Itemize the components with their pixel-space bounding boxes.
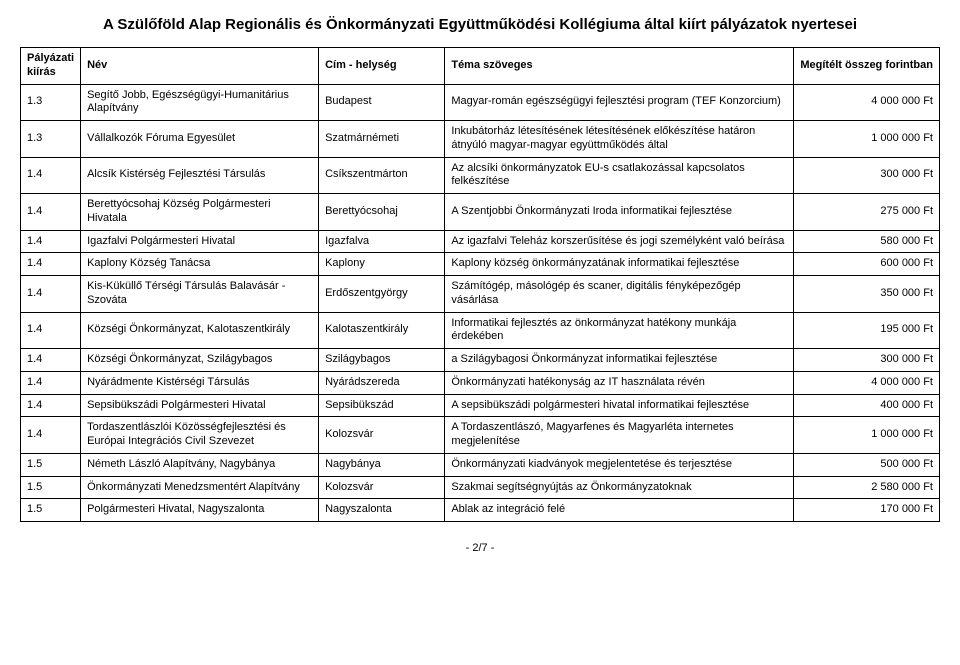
header-osszeg: Megítélt összeg forintban [794,48,940,85]
cell-kiiras: 1.4 [21,371,81,394]
cell-osszeg: 195 000 Ft [794,312,940,349]
cell-tema: Magyar-román egészségügyi fejlesztési pr… [445,84,794,121]
cell-cim: Csíkszentmárton [319,157,445,194]
table-row: 1.3Vállalkozók Fóruma EgyesületSzatmárné… [21,121,940,158]
cell-kiiras: 1.4 [21,394,81,417]
page-number: - 2/7 - [20,542,940,554]
cell-tema: A Szentjobbi Önkormányzati Iroda informa… [445,194,794,231]
cell-osszeg: 400 000 Ft [794,394,940,417]
cell-osszeg: 600 000 Ft [794,253,940,276]
cell-kiiras: 1.3 [21,121,81,158]
cell-kiiras: 1.5 [21,453,81,476]
cell-osszeg: 500 000 Ft [794,453,940,476]
table-row: 1.5Önkormányzati Menedzsmentért Alapítvá… [21,476,940,499]
cell-nev: Kaplony Község Tanácsa [81,253,319,276]
cell-osszeg: 4 000 000 Ft [794,84,940,121]
cell-nev: Vállalkozók Fóruma Egyesület [81,121,319,158]
cell-osszeg: 170 000 Ft [794,499,940,522]
table-row: 1.4Alcsík Kistérség Fejlesztési Társulás… [21,157,940,194]
table-row: 1.4Berettyócsohaj Község Polgármesteri H… [21,194,940,231]
table-row: 1.4Nyárádmente Kistérségi TársulásNyárád… [21,371,940,394]
cell-tema: Önkormányzati hatékonyság az IT használa… [445,371,794,394]
cell-cim: Berettyócsohaj [319,194,445,231]
cell-tema: Az alcsíki önkormányzatok EU-s csatlakoz… [445,157,794,194]
cell-cim: Erdőszentgyörgy [319,276,445,313]
cell-tema: Az igazfalvi Teleház korszerűsítése és j… [445,230,794,253]
cell-kiiras: 1.4 [21,230,81,253]
table-header-row: Pályázati kiírás Név Cím - helység Téma … [21,48,940,85]
table-row: 1.4Sepsibükszádi Polgármesteri HivatalSe… [21,394,940,417]
cell-kiiras: 1.5 [21,476,81,499]
cell-tema: A sepsibükszádi polgármesteri hivatal in… [445,394,794,417]
cell-nev: Tordaszentlászlói Közösségfejlesztési és… [81,417,319,454]
cell-kiiras: 1.4 [21,417,81,454]
cell-tema: Ablak az integráció felé [445,499,794,522]
cell-nev: Segítő Jobb, Egészségügyi-Humanitárius A… [81,84,319,121]
cell-tema: Szakmai segítségnyújtás az Önkormányzato… [445,476,794,499]
cell-osszeg: 300 000 Ft [794,349,940,372]
cell-osszeg: 2 580 000 Ft [794,476,940,499]
grants-table: Pályázati kiírás Név Cím - helység Téma … [20,47,940,522]
table-row: 1.5Polgármesteri Hivatal, NagyszalontaNa… [21,499,940,522]
cell-cim: Kolozsvár [319,476,445,499]
cell-tema: Kaplony község önkormányzatának informat… [445,253,794,276]
cell-kiiras: 1.3 [21,84,81,121]
cell-nev: Kis-Küküllő Térségi Társulás Balavásár -… [81,276,319,313]
cell-cim: Nagyszalonta [319,499,445,522]
cell-cim: Kaplony [319,253,445,276]
cell-nev: Berettyócsohaj Község Polgármesteri Hiva… [81,194,319,231]
header-kiiras: Pályázati kiírás [21,48,81,85]
cell-tema: Informatikai fejlesztés az önkormányzat … [445,312,794,349]
table-row: 1.4Községi Önkormányzat, Kalotaszentkirá… [21,312,940,349]
table-row: 1.5Németh László Alapítvány, NagybányaNa… [21,453,940,476]
cell-tema: Önkormányzati kiadványok megjelentetése … [445,453,794,476]
header-nev: Név [81,48,319,85]
cell-cim: Nyárádszereda [319,371,445,394]
header-tema: Téma szöveges [445,48,794,85]
cell-cim: Nagybánya [319,453,445,476]
cell-nev: Önkormányzati Menedzsmentért Alapítvány [81,476,319,499]
page-title: A Szülőföld Alap Regionális és Önkormány… [20,16,940,33]
cell-nev: Községi Önkormányzat, Szilágybagos [81,349,319,372]
cell-tema: a Szilágybagosi Önkormányzat informatika… [445,349,794,372]
cell-osszeg: 4 000 000 Ft [794,371,940,394]
cell-cim: Kalotaszentkirály [319,312,445,349]
header-cim: Cím - helység [319,48,445,85]
cell-kiiras: 1.4 [21,194,81,231]
cell-osszeg: 350 000 Ft [794,276,940,313]
cell-cim: Szilágybagos [319,349,445,372]
cell-kiiras: 1.4 [21,276,81,313]
cell-osszeg: 1 000 000 Ft [794,121,940,158]
cell-osszeg: 580 000 Ft [794,230,940,253]
table-row: 1.3Segítő Jobb, Egészségügyi-Humanitáriu… [21,84,940,121]
cell-tema: Számítógép, másológép és scaner, digitál… [445,276,794,313]
cell-tema: A Tordaszentlászó, Magyarfenes és Magyar… [445,417,794,454]
cell-cim: Igazfalva [319,230,445,253]
table-row: 1.4Tordaszentlászlói Közösségfejlesztési… [21,417,940,454]
cell-nev: Nyárádmente Kistérségi Társulás [81,371,319,394]
table-row: 1.4Igazfalvi Polgármesteri HivatalIgazfa… [21,230,940,253]
table-row: 1.4Községi Önkormányzat, SzilágybagosSzi… [21,349,940,372]
cell-osszeg: 275 000 Ft [794,194,940,231]
cell-osszeg: 1 000 000 Ft [794,417,940,454]
cell-kiiras: 1.4 [21,253,81,276]
table-row: 1.4Kaplony Község TanácsaKaplonyKaplony … [21,253,940,276]
cell-kiiras: 1.4 [21,312,81,349]
cell-cim: Sepsibükszád [319,394,445,417]
cell-kiiras: 1.4 [21,349,81,372]
cell-cim: Szatmárnémeti [319,121,445,158]
cell-nev: Polgármesteri Hivatal, Nagyszalonta [81,499,319,522]
cell-cim: Budapest [319,84,445,121]
table-row: 1.4Kis-Küküllő Térségi Társulás Balavásá… [21,276,940,313]
cell-kiiras: 1.5 [21,499,81,522]
cell-nev: Alcsík Kistérség Fejlesztési Társulás [81,157,319,194]
cell-osszeg: 300 000 Ft [794,157,940,194]
cell-tema: Inkubátorház létesítésének létesítésének… [445,121,794,158]
cell-nev: Németh László Alapítvány, Nagybánya [81,453,319,476]
cell-nev: Sepsibükszádi Polgármesteri Hivatal [81,394,319,417]
cell-nev: Községi Önkormányzat, Kalotaszentkirály [81,312,319,349]
cell-cim: Kolozsvár [319,417,445,454]
cell-nev: Igazfalvi Polgármesteri Hivatal [81,230,319,253]
cell-kiiras: 1.4 [21,157,81,194]
